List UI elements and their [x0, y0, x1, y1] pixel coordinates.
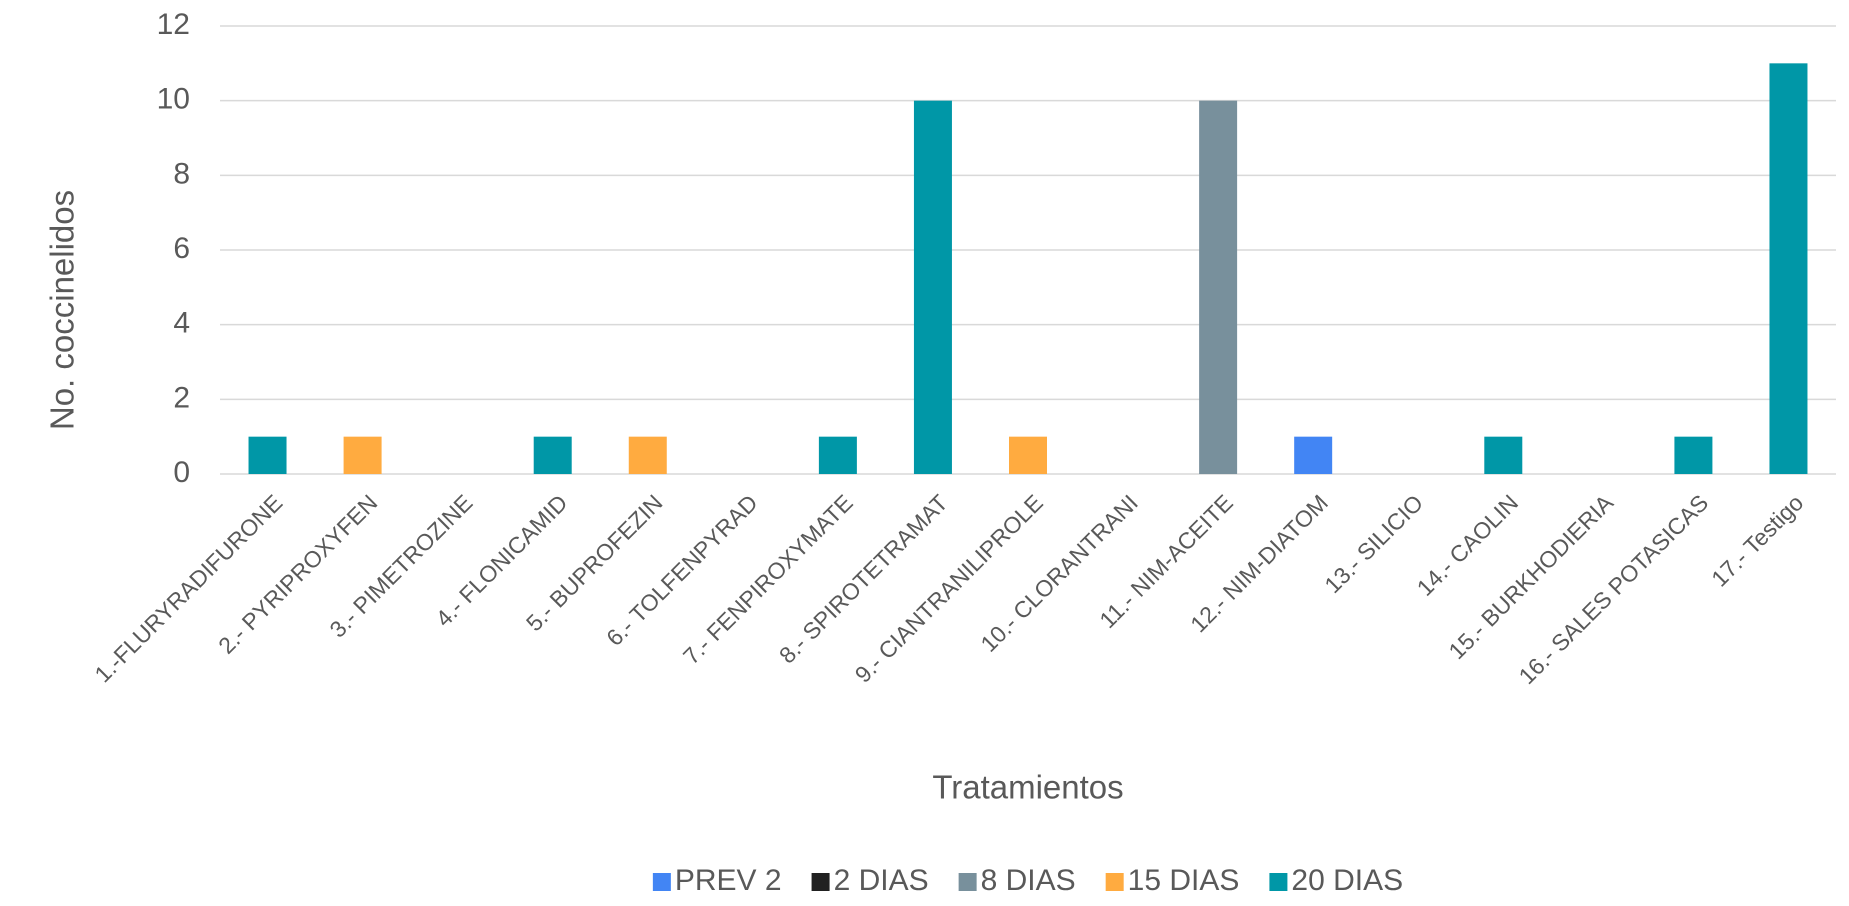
legend-label: 20 DIAS: [1291, 864, 1403, 897]
bar: [533, 436, 572, 474]
bar: [1294, 436, 1333, 474]
y-axis-title: No. coccinelidos: [44, 190, 81, 430]
y-tick-label: 6: [173, 232, 190, 265]
x-tick-label: 16.- SALES POTASICAS: [1513, 489, 1713, 689]
legend-label: 15 DIAS: [1128, 864, 1240, 897]
bar: [818, 436, 857, 474]
legend-label: 8 DIAS: [981, 864, 1076, 897]
y-tick-label: 2: [173, 381, 190, 414]
bar: [343, 436, 382, 474]
x-tick-label: 9.- CIANTRANILIPROLE: [850, 489, 1048, 687]
bar: [1199, 100, 1238, 475]
legend-swatch: [958, 873, 977, 891]
bar: [1769, 63, 1808, 474]
x-axis-title: Tratamientos: [932, 769, 1123, 806]
x-tick-label: 15.- BURKHODIERIA: [1443, 489, 1618, 664]
x-tick-label: 10.- CLORANTRANI: [975, 489, 1142, 656]
x-tick-label: 2.- PYRIPROXYFEN: [213, 489, 382, 658]
x-tick-label: 8.- SPIROTETRAMAT: [774, 489, 953, 668]
bar: [628, 436, 667, 474]
x-tick-label: 7.- FENPIROXYMATE: [678, 489, 858, 669]
bar: [1674, 436, 1713, 474]
legend-swatch: [1269, 873, 1288, 891]
y-tick-label: 4: [173, 307, 190, 340]
legend-label: PREV 2: [675, 864, 782, 897]
legend-swatch: [1105, 873, 1124, 891]
y-tick-label: 12: [157, 8, 190, 41]
y-tick-label: 10: [157, 83, 190, 116]
legend-label: 2 DIAS: [834, 864, 929, 897]
x-tick-label: 17.- Testigo: [1706, 489, 1808, 591]
bar: [1009, 436, 1047, 474]
x-tick-label: 1.-FLURYRADIFURONE: [89, 489, 287, 687]
bar: [913, 100, 952, 475]
y-tick-label: 8: [173, 157, 190, 190]
legend-swatch: [811, 873, 830, 891]
bar: [1484, 436, 1523, 474]
y-tick-label: 0: [173, 456, 190, 489]
legend-swatch: [652, 873, 671, 891]
bar: [248, 436, 287, 474]
